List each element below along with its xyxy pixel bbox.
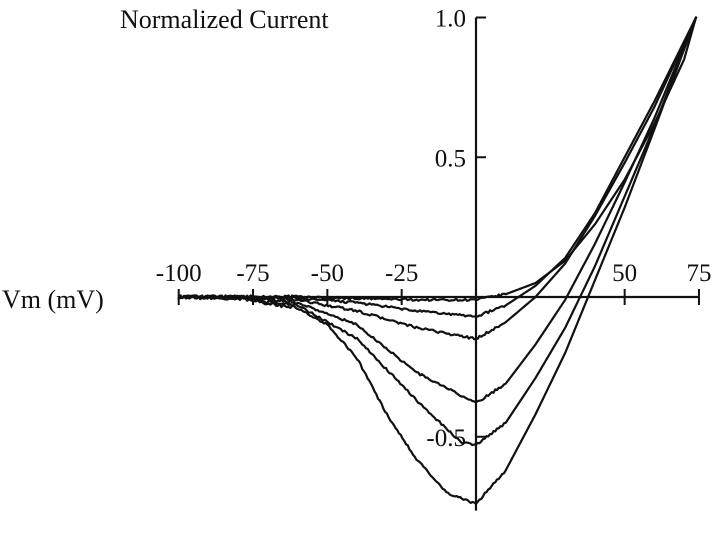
series-line bbox=[177, 16, 698, 505]
x-tick-label: -75 bbox=[236, 260, 269, 287]
y-tick-label: 1.0 bbox=[435, 6, 466, 33]
x-tick-label: -100 bbox=[156, 260, 202, 287]
series-line bbox=[177, 16, 698, 404]
series-group bbox=[177, 16, 698, 505]
y-tick-label: 0.5 bbox=[435, 145, 466, 172]
series-line bbox=[177, 16, 698, 447]
x-tick-label: -25 bbox=[385, 260, 418, 287]
x-axis-label: Vm (mV) bbox=[2, 285, 104, 314]
x-tick-label: -50 bbox=[311, 260, 344, 287]
series-line bbox=[177, 16, 698, 341]
y-tick-label: -0.5 bbox=[426, 425, 466, 452]
labels-group: Normalized Current Vm (mV) -100 -75 -50 -25… bbox=[2, 5, 711, 452]
x-tick-label: 75 bbox=[686, 260, 711, 287]
y-axis-label: Normalized Current bbox=[120, 5, 329, 34]
x-tick-label: 50 bbox=[612, 260, 637, 287]
